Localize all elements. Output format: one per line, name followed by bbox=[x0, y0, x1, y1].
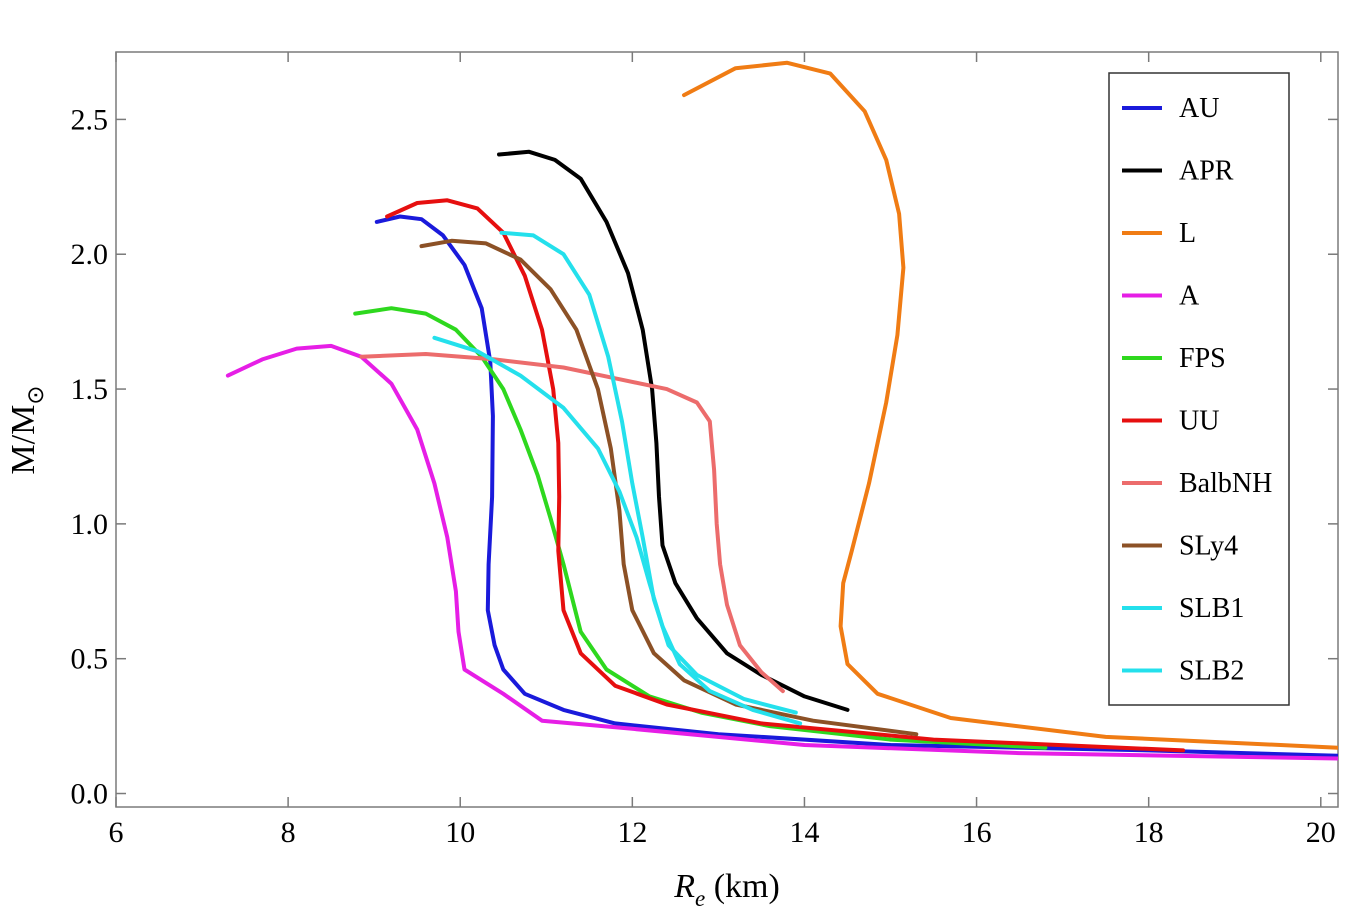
x-tick-label: 18 bbox=[1134, 816, 1164, 849]
series-lines bbox=[225, 60, 1338, 761]
x-tick-label: 14 bbox=[789, 816, 819, 849]
legend-label-slb1: SLB1 bbox=[1179, 593, 1244, 624]
y-tick-label: 0.5 bbox=[71, 643, 109, 676]
x-tick-label: 20 bbox=[1306, 816, 1336, 849]
legend-label-balbnh: BalbNH bbox=[1179, 468, 1272, 499]
ticks: 6 8 10 12 14 16 18 20 0.0 0.5 1.0 1.5 2.0 2.5 bbox=[71, 52, 1338, 849]
legend-label-sly4: SLy4 bbox=[1179, 531, 1238, 562]
series-line-a bbox=[225, 343, 1338, 761]
x-tick-label: 16 bbox=[962, 816, 992, 849]
series-line-balbnh bbox=[359, 352, 785, 694]
legend-label-uu: UU bbox=[1179, 406, 1219, 437]
x-tick-label: 10 bbox=[445, 816, 475, 849]
y-tick-label: 1.0 bbox=[71, 508, 109, 541]
series-line-uu bbox=[385, 198, 1186, 753]
legend-label-a: A bbox=[1179, 281, 1200, 312]
x-axis-title: Re (km) bbox=[673, 868, 780, 910]
series-line-slb1 bbox=[499, 230, 798, 715]
legend-label-slb2: SLB2 bbox=[1179, 656, 1244, 687]
y-tick-label: 1.5 bbox=[71, 373, 109, 406]
series-line-slb2 bbox=[432, 335, 803, 726]
legend-label-l: L bbox=[1179, 218, 1196, 249]
plot-frame bbox=[115, 51, 1339, 808]
y-tick-label: 0.0 bbox=[71, 778, 109, 811]
y-tick-label: 2.5 bbox=[71, 103, 109, 136]
legend: AU APR L A FPS UU BalbNH SLy4 SLB1 SLB2 bbox=[1108, 72, 1290, 706]
x-tick-label: 12 bbox=[617, 816, 647, 849]
y-axis-title: M/M⊙ bbox=[5, 385, 48, 474]
legend-label-apr: APR bbox=[1179, 156, 1234, 187]
y-tick-label: 2.0 bbox=[71, 238, 109, 271]
series-line-apr bbox=[497, 149, 850, 712]
legend-box bbox=[1108, 72, 1290, 706]
legend-label-fps: FPS bbox=[1179, 343, 1226, 374]
x-tick-label: 6 bbox=[109, 816, 124, 849]
series-line-l bbox=[682, 60, 1338, 750]
x-tick-label: 8 bbox=[281, 816, 296, 849]
series-line-sly4 bbox=[419, 238, 919, 737]
legend-label-au: AU bbox=[1179, 93, 1219, 124]
